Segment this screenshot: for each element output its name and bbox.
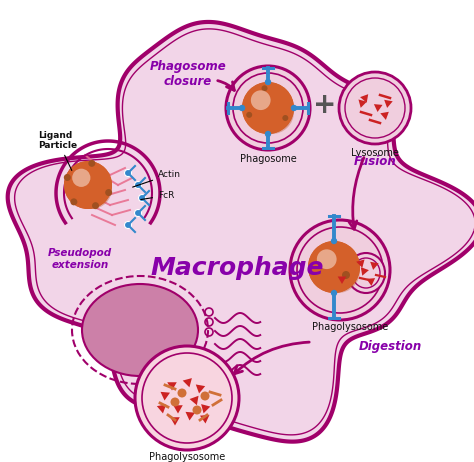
Circle shape [316,249,360,293]
Polygon shape [356,260,365,268]
Polygon shape [190,396,199,405]
Circle shape [233,73,303,143]
Text: Actin: Actin [133,170,181,187]
Circle shape [291,105,297,111]
Circle shape [239,105,245,111]
Polygon shape [201,404,210,413]
Circle shape [345,78,405,138]
Text: Macrophage: Macrophage [150,256,324,280]
Polygon shape [173,405,183,413]
Polygon shape [196,384,205,394]
Circle shape [265,79,271,85]
Circle shape [192,406,201,414]
Polygon shape [182,378,192,387]
Polygon shape [374,104,383,112]
Polygon shape [157,404,166,413]
Polygon shape [361,267,369,276]
Text: +: + [313,91,337,119]
Circle shape [251,90,271,110]
Circle shape [71,168,112,209]
Circle shape [135,346,239,450]
Polygon shape [380,112,389,120]
Circle shape [125,221,131,229]
Ellipse shape [82,284,198,376]
Circle shape [105,189,112,196]
Circle shape [262,85,267,91]
Polygon shape [360,94,368,103]
Circle shape [226,66,310,150]
Circle shape [72,169,91,187]
Polygon shape [185,412,195,420]
Circle shape [331,290,337,296]
Text: Pseudopod
extension: Pseudopod extension [48,248,112,270]
Ellipse shape [352,258,380,288]
Polygon shape [167,382,177,390]
Circle shape [265,131,271,137]
Polygon shape [170,417,180,426]
Polygon shape [161,392,170,401]
Circle shape [70,198,77,205]
Circle shape [92,202,99,209]
Text: Digestion: Digestion [358,340,422,353]
Circle shape [297,227,383,313]
Circle shape [88,160,95,167]
Text: Ligand
Particle: Ligand Particle [38,131,77,170]
Circle shape [308,241,360,293]
Circle shape [201,391,210,401]
Circle shape [135,209,142,217]
Polygon shape [200,415,210,424]
Circle shape [339,72,411,144]
Circle shape [342,271,350,279]
Polygon shape [366,278,375,286]
Circle shape [125,170,131,176]
Text: Phagolysosome: Phagolysosome [312,322,388,332]
Text: Phagolysosome: Phagolysosome [149,452,225,462]
Circle shape [171,397,180,407]
Circle shape [331,238,337,244]
Polygon shape [370,262,379,270]
Text: Phagosome: Phagosome [240,154,296,164]
Circle shape [138,195,146,201]
Circle shape [283,115,288,121]
Circle shape [290,220,390,320]
Circle shape [64,161,112,209]
Ellipse shape [347,253,385,293]
Text: Phagosome
closure: Phagosome closure [150,60,227,88]
Circle shape [242,82,294,134]
Circle shape [142,353,232,443]
Circle shape [64,161,112,209]
Polygon shape [337,276,346,284]
Circle shape [317,249,337,269]
Circle shape [64,174,71,181]
Polygon shape [358,99,367,108]
Text: Lysosome: Lysosome [351,148,399,158]
Circle shape [135,182,142,188]
Circle shape [242,82,294,134]
Circle shape [250,90,294,134]
Text: FcR: FcR [141,191,174,200]
Circle shape [177,389,186,397]
Circle shape [308,241,360,293]
Text: Fusion: Fusion [354,155,396,168]
Polygon shape [8,22,474,442]
Circle shape [246,112,252,118]
Polygon shape [384,100,392,108]
